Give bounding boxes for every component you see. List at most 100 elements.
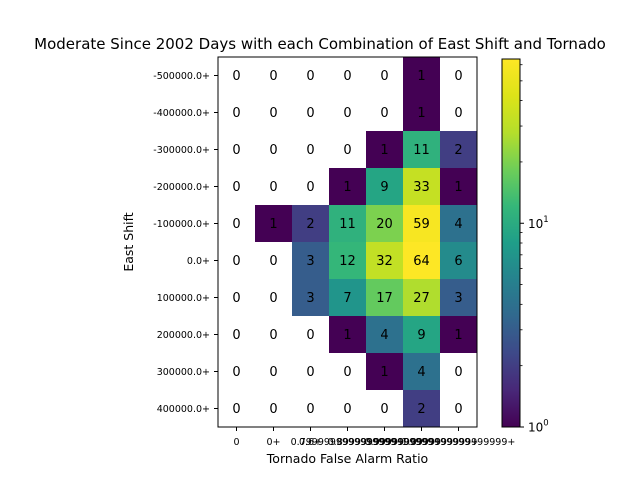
cell-value: 0 <box>306 180 314 195</box>
colorbar-tick-label: 101 <box>528 215 549 231</box>
heatmap-cell <box>440 242 477 279</box>
heatmap-cell <box>440 279 477 316</box>
cell-value: 64 <box>413 254 430 269</box>
heatmap-cell <box>292 205 329 242</box>
cell-value: 0 <box>306 328 314 343</box>
cell-value: 2 <box>454 143 462 158</box>
cell-value: 0 <box>343 69 351 84</box>
cell-value: 27 <box>413 291 430 306</box>
heatmap-cell <box>366 131 403 168</box>
cell-value: 0 <box>232 291 240 306</box>
cell-value: 1 <box>454 328 462 343</box>
cell-value: 0 <box>343 402 351 417</box>
cell-value: 0 <box>454 365 462 380</box>
cell-value: 0 <box>232 143 240 158</box>
heatmap-cell <box>366 279 403 316</box>
heatmap-cell <box>403 242 440 279</box>
cell-value: 0 <box>269 106 277 121</box>
cell-value: 11 <box>339 217 356 232</box>
x-tick-label: 0 <box>233 437 239 448</box>
cell-value: 0 <box>306 402 314 417</box>
y-tick-label: 0.0+ <box>187 256 210 267</box>
cell-value: 1 <box>454 180 462 195</box>
heatmap-cell <box>403 390 440 427</box>
x-tick-label: 0.7999999999999999+ <box>291 437 405 448</box>
heatmap-cell <box>366 316 403 353</box>
x-tick-label: 0.8999999999999999+ <box>328 437 442 448</box>
heatmap-cell <box>329 316 366 353</box>
cell-value: 9 <box>417 328 425 343</box>
heatmap-cell <box>403 353 440 390</box>
cell-value: 17 <box>376 291 393 306</box>
cell-value: 1 <box>343 180 351 195</box>
heatmap-cell <box>403 316 440 353</box>
cell-value: 0 <box>380 106 388 121</box>
heatmap-cell <box>403 57 440 94</box>
cell-value: 0 <box>269 365 277 380</box>
heatmap-cell <box>292 242 329 279</box>
cell-value: 0 <box>306 106 314 121</box>
heatmap-cell <box>403 168 440 205</box>
cell-value: 0 <box>343 106 351 121</box>
cell-value: 3 <box>306 254 314 269</box>
x-axis-ticks: 0 0+ 0.6+0.7999999999999999+0.899999999999… <box>233 427 515 448</box>
cell-value: 0 <box>232 254 240 269</box>
heatmap-cell <box>329 205 366 242</box>
cell-value: 20 <box>376 217 393 232</box>
cell-value: 33 <box>413 180 430 195</box>
cell-value: 1 <box>417 69 425 84</box>
cell-value: 1 <box>343 328 351 343</box>
y-tick-label: 400000.0+ <box>157 404 210 415</box>
heatmap-cell <box>329 242 366 279</box>
cell-value: 1 <box>380 365 388 380</box>
cell-value: 3 <box>306 291 314 306</box>
y-tick-label: -100000.0+ <box>153 219 210 230</box>
cell-value: 12 <box>339 254 356 269</box>
x-tick-label: 1.0999999999999999+ <box>402 437 516 448</box>
x-tick-label: 0.9999999999999999+ <box>365 437 479 448</box>
y-tick-label: 300000.0+ <box>157 367 210 378</box>
heatmap-cell <box>403 131 440 168</box>
cell-value: 0 <box>380 402 388 417</box>
cell-value: 0 <box>380 69 388 84</box>
heatmap-cell <box>366 242 403 279</box>
y-tick-label: -300000.0+ <box>153 145 210 156</box>
x-axis-label: Tornado False Alarm Ratio <box>266 451 428 466</box>
y-axis-label: East Shift <box>121 212 136 271</box>
heatmap-cell <box>329 168 366 205</box>
cell-value: 0 <box>232 402 240 417</box>
heatmap-cell <box>292 279 329 316</box>
heatmap-cell <box>366 205 403 242</box>
cell-value: 0 <box>269 180 277 195</box>
heatmap-cell <box>440 168 477 205</box>
cell-value: 4 <box>380 328 388 343</box>
cell-value: 0 <box>343 365 351 380</box>
cell-value: 4 <box>454 217 462 232</box>
heatmap-cell <box>366 353 403 390</box>
cell-value: 0 <box>232 106 240 121</box>
cell-value: 0 <box>232 69 240 84</box>
chart-title: Moderate Since 2002 Days with each Combi… <box>34 35 606 53</box>
cell-value: 2 <box>417 402 425 417</box>
cell-value: 7 <box>343 291 351 306</box>
cell-value: 11 <box>413 143 430 158</box>
heatmap-cell <box>255 205 292 242</box>
cell-value: 0 <box>232 328 240 343</box>
cell-value: 0 <box>269 402 277 417</box>
colorbar-gradient <box>501 58 521 428</box>
heatmap-cell <box>403 205 440 242</box>
cell-value: 0 <box>232 180 240 195</box>
y-tick-label: 200000.0+ <box>157 330 210 341</box>
cell-value: 1 <box>417 106 425 121</box>
cell-value: 0 <box>306 143 314 158</box>
heatmap-cell <box>440 205 477 242</box>
y-tick-label: -400000.0+ <box>153 108 210 119</box>
colorbar-tick-label: 100 <box>528 419 549 435</box>
cell-value: 2 <box>306 217 314 232</box>
cell-value: 9 <box>380 180 388 195</box>
y-tick-label: 100000.0+ <box>157 293 210 304</box>
cell-value: 0 <box>306 365 314 380</box>
cell-value: 1 <box>380 143 388 158</box>
heatmap-cell <box>403 94 440 131</box>
